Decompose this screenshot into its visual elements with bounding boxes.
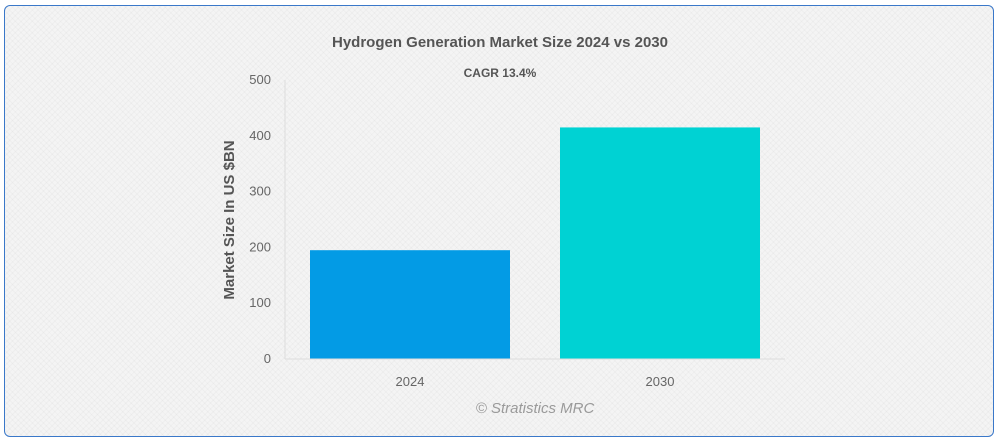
y-tick-label: 100	[249, 295, 271, 310]
x-tick-label: 2030	[646, 374, 675, 389]
y-tick-label: 400	[249, 128, 271, 143]
y-tick-label: 500	[249, 72, 271, 87]
x-tick-label: 2024	[396, 374, 425, 389]
y-tick-label: 300	[249, 184, 271, 199]
y-axis-ticks: 0 100 200 300 400 500	[249, 72, 271, 366]
y-tick-label: 0	[264, 351, 271, 366]
bar-2024	[310, 250, 510, 359]
y-tick-label: 200	[249, 239, 271, 254]
watermark: © Stratistics MRC	[476, 400, 595, 417]
x-axis-ticks: 2024 2030	[396, 374, 675, 389]
chart-title: Hydrogen Generation Market Size 2024 vs …	[332, 34, 668, 51]
y-axis-label: Market Size In US $BN	[221, 140, 238, 299]
bar-2030	[560, 127, 760, 360]
chart-subtitle: CAGR 13.4%	[464, 66, 537, 80]
bars	[310, 127, 760, 360]
chart-frame	[4, 5, 994, 437]
